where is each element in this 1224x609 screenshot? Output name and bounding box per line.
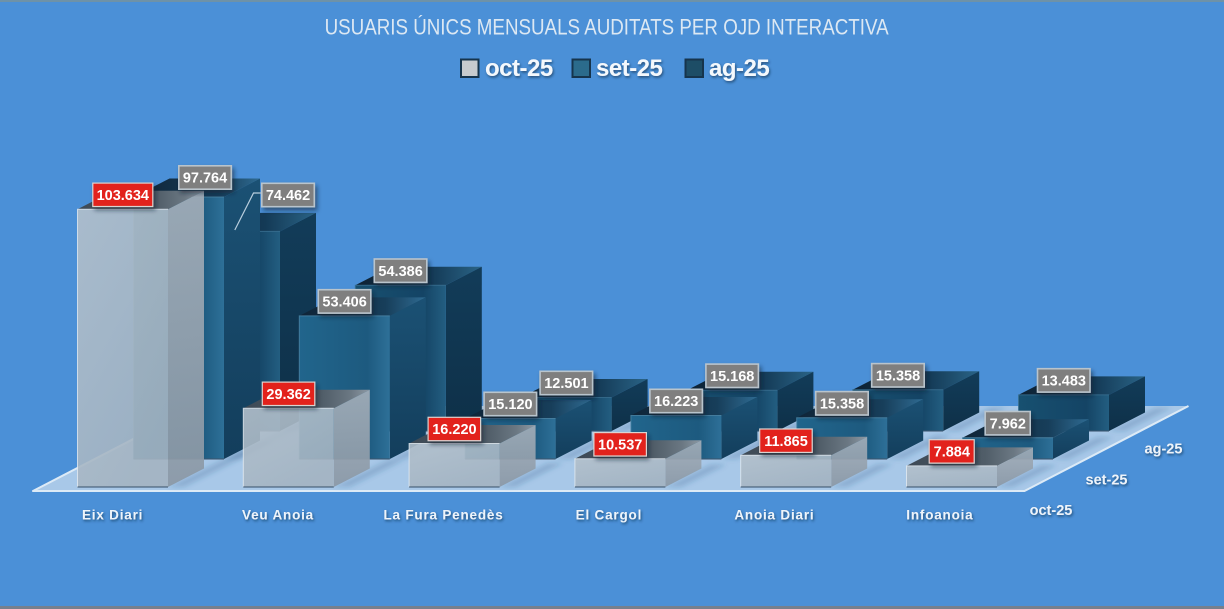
svg-text:El Cargol: El Cargol: [576, 508, 642, 523]
svg-text:15.358: 15.358: [820, 397, 864, 413]
svg-text:11.865: 11.865: [764, 434, 808, 450]
svg-text:53.406: 53.406: [322, 295, 366, 311]
svg-text:set-25: set-25: [596, 55, 663, 82]
svg-text:13.483: 13.483: [1042, 374, 1086, 390]
svg-text:97.764: 97.764: [183, 171, 227, 187]
svg-text:16.223: 16.223: [654, 394, 698, 410]
svg-text:Veu Anoia: Veu Anoia: [242, 508, 314, 523]
svg-text:Infoanoia: Infoanoia: [906, 508, 973, 523]
svg-text:10.537: 10.537: [598, 438, 642, 454]
svg-text:La Fura Penedès: La Fura Penedès: [383, 508, 503, 523]
svg-text:15.120: 15.120: [488, 397, 532, 413]
svg-text:29.362: 29.362: [266, 387, 310, 403]
svg-text:103.634: 103.634: [97, 188, 149, 204]
svg-text:USUARIS ÚNICS MENSUALS AUDITAT: USUARIS ÚNICS MENSUALS AUDITATS PER OJD …: [325, 15, 889, 40]
svg-text:54.386: 54.386: [378, 264, 422, 280]
svg-text:Anoia Diari: Anoia Diari: [734, 508, 814, 523]
svg-text:set-25: set-25: [1086, 473, 1128, 489]
svg-text:16.220: 16.220: [432, 422, 476, 438]
svg-text:oct-25: oct-25: [485, 55, 553, 82]
svg-text:ag-25: ag-25: [1145, 442, 1183, 458]
svg-text:74.462: 74.462: [266, 188, 310, 204]
svg-text:15.358: 15.358: [876, 369, 920, 385]
svg-text:oct-25: oct-25: [1030, 503, 1073, 519]
svg-text:Eix Diari: Eix Diari: [82, 508, 143, 523]
svg-text:15.168: 15.168: [710, 369, 754, 385]
svg-text:ag-25: ag-25: [709, 55, 769, 82]
svg-text:7.884: 7.884: [934, 445, 970, 461]
svg-text:12.501: 12.501: [544, 376, 588, 392]
svg-text:7.962: 7.962: [990, 416, 1026, 432]
